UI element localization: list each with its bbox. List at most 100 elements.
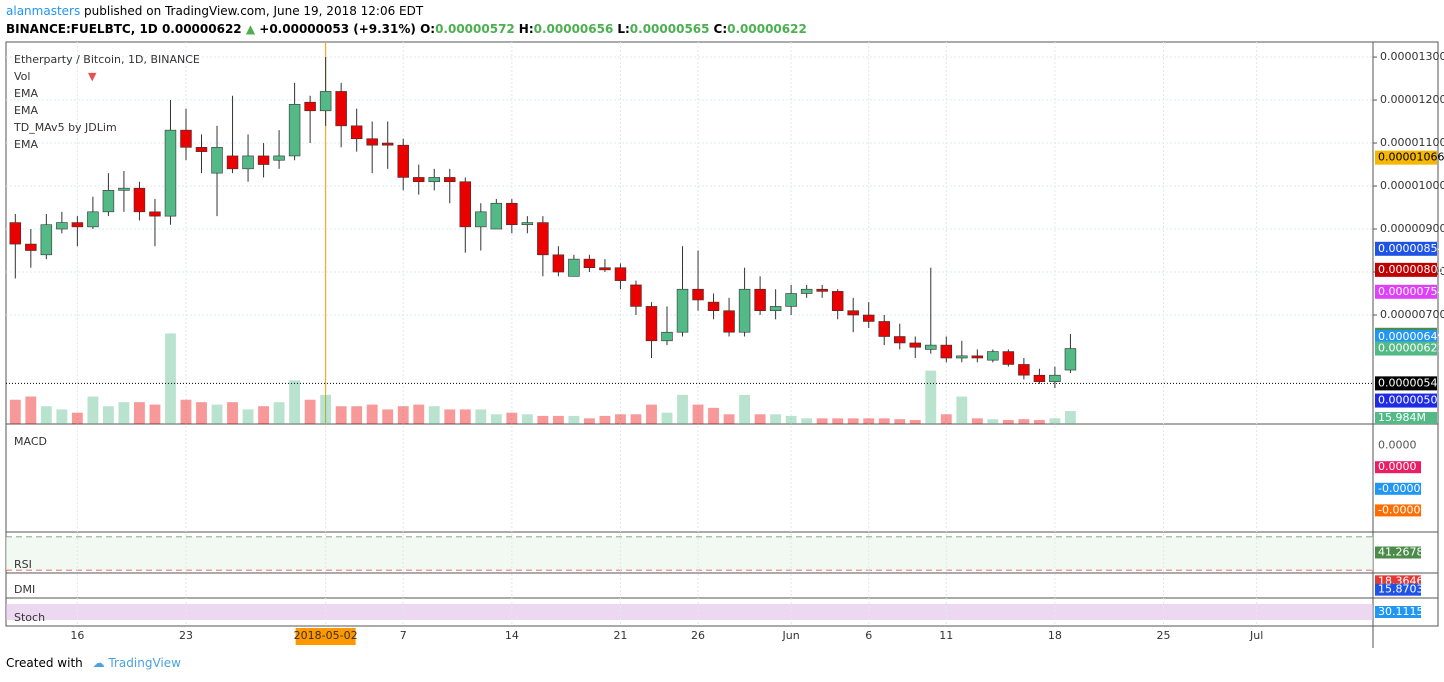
price-tag-label: 0.00000501 [1378, 394, 1444, 407]
candle-body [956, 355, 968, 359]
volume-bar [87, 396, 99, 424]
candle-body [707, 301, 720, 312]
candle-body [552, 254, 565, 273]
candle-body [164, 129, 177, 217]
volume-bar [739, 394, 751, 424]
candle-body [894, 336, 906, 344]
candle-body [816, 288, 828, 292]
volume-bar [708, 407, 719, 424]
candle-body [738, 288, 751, 333]
pane-tag [1375, 606, 1421, 618]
stoch-band [6, 604, 1373, 620]
volume-bar [211, 404, 223, 424]
legend-item: EMA [14, 87, 38, 100]
candle-body [878, 321, 890, 337]
candle-body [490, 202, 503, 230]
candle-body [149, 211, 161, 217]
volume-bar [242, 409, 254, 424]
volume-bar [382, 409, 394, 424]
pane-tag [1375, 461, 1421, 474]
candle-body [940, 344, 953, 359]
candle-body [785, 293, 797, 307]
volume-bar [770, 414, 782, 424]
candle-body [71, 222, 84, 228]
x-tick-label: 23 [179, 629, 193, 642]
volume-bar [646, 404, 657, 424]
candle-body [723, 310, 735, 333]
candle-body [397, 144, 409, 178]
candle-body [583, 258, 596, 269]
candle-body [568, 258, 580, 277]
volume-bar [661, 412, 673, 424]
volume-bar [785, 415, 797, 424]
volume-bar [583, 418, 595, 424]
candle-body [273, 155, 285, 161]
ohlc-value: 0.00000565 [629, 22, 710, 36]
candle-body [444, 177, 456, 183]
candle-body [676, 288, 689, 333]
candle-body [537, 222, 549, 256]
plot-frame [5, 41, 1439, 627]
volume-bar [25, 396, 37, 424]
volume-bar [754, 414, 766, 424]
brand[interactable]: TradingView [108, 656, 181, 670]
candle-body [242, 155, 254, 170]
legend-item: Etherparty / Bitcoin, 1D, BINANCE [14, 53, 200, 66]
volume-bar [9, 399, 21, 424]
pane-title: DMI [14, 583, 35, 596]
volume-bar [816, 418, 828, 424]
price-tag [1375, 329, 1437, 344]
candle-body [599, 267, 611, 271]
ohlc-key: L: [617, 22, 630, 36]
candle-body [288, 104, 301, 157]
candle-body [521, 222, 534, 226]
candle-body [335, 91, 347, 127]
volume-bar [475, 409, 487, 424]
brand-icon: ☁ [92, 656, 105, 670]
volume-bar [56, 409, 68, 424]
candle-body [614, 267, 627, 281]
candle-body [102, 190, 115, 213]
candle-body [1018, 364, 1030, 376]
volume-bar [304, 399, 316, 424]
pane-title: RSI [14, 558, 32, 571]
candle-body [754, 288, 766, 312]
volume-bar [40, 406, 52, 424]
pane-tag [1375, 583, 1421, 596]
volume-bar [71, 412, 83, 424]
highlight-tag [295, 628, 356, 645]
price-tag-label: 0.00000622 [1378, 342, 1444, 355]
volume-bar [428, 406, 440, 424]
candle-body [381, 142, 394, 146]
candle-body [661, 331, 673, 342]
pane-tag-label: 0.0000 [1378, 439, 1417, 452]
pane-tag [1375, 504, 1421, 517]
volume-bar [118, 402, 130, 424]
volume-bar [847, 418, 859, 424]
pane-tag [1375, 546, 1421, 559]
x-tick-label: 25 [1157, 629, 1171, 642]
x-tick-label: 7 [400, 629, 407, 642]
x-tick-label: Jun [782, 629, 800, 642]
pane-tag [1375, 482, 1421, 495]
x-tick-label: 26 [691, 629, 705, 642]
author[interactable]: alanmasters [6, 4, 81, 18]
candle-body [909, 342, 921, 348]
price-tag [1375, 150, 1437, 165]
candle-body [769, 306, 782, 312]
volume-bar [878, 418, 890, 424]
candle-body [1049, 374, 1061, 382]
price-tag-label: 0.00000805 [1378, 263, 1444, 276]
price-tag [1375, 341, 1437, 356]
volume-bar [521, 414, 533, 424]
candle-body [180, 129, 192, 148]
volume-bar [630, 414, 642, 424]
candle-body [630, 284, 642, 307]
candle-body [971, 355, 984, 359]
volume-bar [537, 415, 549, 424]
volume-bar [413, 404, 425, 424]
volume-bar [289, 380, 301, 424]
volume-bar [925, 370, 937, 424]
volume-bar [971, 418, 983, 424]
pane-title: MACD [14, 435, 47, 448]
